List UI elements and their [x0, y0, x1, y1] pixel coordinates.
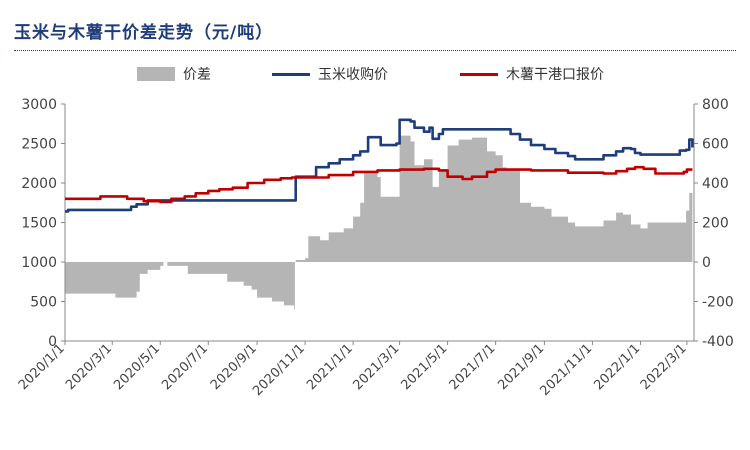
- y-right-tick-label: 600: [702, 137, 729, 153]
- y-left-tick-label: 3000: [21, 97, 57, 113]
- legend-swatch-spread: [137, 67, 175, 81]
- x-tick-label: 2021/11/1: [538, 341, 596, 399]
- x-tick-label: 2021/1/1: [304, 341, 356, 393]
- y-right-tick-label: 400: [702, 176, 729, 192]
- x-tick-label: 2021/3/1: [351, 341, 403, 393]
- x-tick-label: 2020/5/1: [111, 341, 163, 393]
- y-right-tick-label: 0: [702, 255, 711, 271]
- spread-area: [65, 135, 693, 310]
- x-tick-label: 2021/5/1: [399, 341, 451, 393]
- y-right-tick-label: -200: [702, 295, 734, 311]
- legend-item-corn: 玉米收购价: [272, 64, 388, 84]
- legend-label-corn: 玉米收购价: [318, 67, 388, 83]
- y-right-tick-label: 800: [702, 97, 729, 113]
- legend-item-cassava: 木薯干港口报价: [460, 64, 604, 84]
- y-left-tick-label: 0: [48, 334, 57, 350]
- y-right-tick-label: -400: [702, 334, 734, 350]
- y-left-tick-label: 2500: [21, 137, 57, 153]
- legend-item-spread: 价差: [137, 64, 211, 84]
- legend-swatch-corn: [272, 72, 310, 76]
- x-tick-label: 2021/7/1: [447, 341, 499, 393]
- legend-label-spread: 价差: [183, 67, 211, 83]
- legend-label-cassava: 木薯干港口报价: [506, 67, 604, 83]
- legend-swatch-cassava: [460, 72, 498, 76]
- legend: 价差 玉米收购价 木薯干港口报价: [0, 64, 750, 86]
- x-tick-label: 2020/7/1: [159, 341, 211, 393]
- chart-title: 玉米与木薯干价差走势（元/吨）: [14, 23, 274, 43]
- x-tick-label: 2020/1/1: [16, 341, 68, 393]
- series-line: [65, 165, 693, 204]
- y-left-tick-label: 1000: [21, 255, 57, 271]
- title-divider: [14, 50, 736, 51]
- y-right-tick-label: 200: [702, 216, 729, 232]
- x-tick-label: 2020/3/1: [63, 341, 115, 393]
- y-left-tick-label: 2000: [21, 176, 57, 192]
- x-tick-label: 2022/1/1: [591, 341, 643, 393]
- x-tick-label: 2022/3/1: [638, 341, 690, 393]
- x-tick-label: 2020/11/1: [250, 341, 308, 399]
- y-left-tick-label: 1500: [21, 216, 57, 232]
- y-left-tick-label: 500: [30, 295, 57, 311]
